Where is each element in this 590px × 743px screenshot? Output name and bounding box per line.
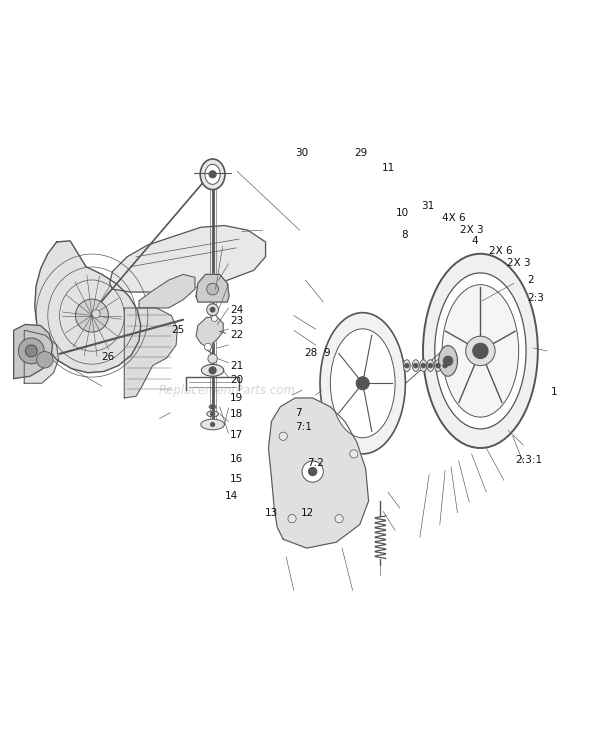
Polygon shape [268, 398, 369, 548]
Ellipse shape [423, 254, 538, 448]
Ellipse shape [209, 405, 216, 409]
Text: 4: 4 [471, 236, 478, 246]
Circle shape [209, 367, 216, 374]
Text: 22: 22 [230, 330, 244, 340]
Circle shape [428, 363, 432, 368]
Polygon shape [14, 325, 53, 379]
Text: ReplacementParts.com: ReplacementParts.com [159, 384, 296, 397]
Text: 2: 2 [527, 275, 534, 285]
Circle shape [76, 299, 109, 332]
Ellipse shape [404, 360, 411, 372]
Circle shape [209, 171, 216, 178]
Text: 15: 15 [230, 474, 244, 484]
Text: 9: 9 [323, 348, 330, 357]
Circle shape [309, 467, 317, 476]
Polygon shape [24, 331, 58, 383]
Circle shape [435, 363, 440, 368]
Circle shape [335, 515, 343, 523]
Polygon shape [35, 241, 141, 373]
Circle shape [350, 450, 358, 458]
Text: 2:3: 2:3 [527, 293, 545, 303]
Text: 25: 25 [171, 325, 185, 335]
Circle shape [442, 363, 447, 368]
Text: 1: 1 [551, 387, 558, 397]
Ellipse shape [201, 419, 224, 429]
Text: 11: 11 [382, 163, 395, 173]
Circle shape [25, 345, 37, 357]
Text: 10: 10 [396, 207, 409, 218]
Text: 12: 12 [301, 507, 314, 518]
Ellipse shape [442, 285, 519, 417]
Ellipse shape [441, 360, 448, 372]
Text: 7: 7 [295, 408, 301, 418]
Circle shape [211, 316, 217, 322]
Polygon shape [124, 308, 177, 398]
Polygon shape [110, 226, 266, 292]
Circle shape [405, 363, 409, 368]
Text: 8: 8 [401, 230, 408, 240]
Circle shape [473, 343, 488, 359]
Text: 28: 28 [304, 348, 317, 357]
Circle shape [421, 363, 425, 368]
Text: 31: 31 [421, 201, 435, 210]
Text: 7:2: 7:2 [307, 458, 324, 468]
Text: 13: 13 [264, 507, 278, 518]
Ellipse shape [201, 364, 224, 376]
Ellipse shape [200, 159, 225, 189]
Text: 4X 6: 4X 6 [442, 213, 466, 224]
Text: 2X 6: 2X 6 [489, 246, 513, 256]
Text: 20: 20 [230, 375, 244, 386]
Text: 2X 3: 2X 3 [507, 258, 530, 267]
Ellipse shape [320, 313, 405, 454]
Text: 17: 17 [230, 430, 244, 440]
Ellipse shape [420, 360, 427, 372]
Circle shape [18, 338, 44, 364]
Circle shape [279, 432, 287, 441]
Circle shape [288, 515, 296, 523]
Ellipse shape [412, 360, 419, 372]
Circle shape [210, 422, 215, 426]
Polygon shape [196, 317, 223, 348]
Ellipse shape [434, 360, 441, 372]
Ellipse shape [330, 329, 395, 438]
Ellipse shape [205, 164, 220, 184]
Circle shape [208, 354, 217, 363]
Text: 14: 14 [224, 491, 238, 502]
Text: 2:3:1: 2:3:1 [516, 455, 543, 465]
Circle shape [210, 404, 215, 409]
Ellipse shape [206, 411, 218, 417]
Ellipse shape [427, 360, 434, 372]
Circle shape [443, 356, 453, 366]
Ellipse shape [438, 345, 457, 376]
Text: 29: 29 [354, 148, 367, 158]
Polygon shape [196, 274, 229, 302]
Circle shape [206, 283, 218, 295]
Circle shape [302, 461, 323, 482]
Text: 19: 19 [230, 393, 244, 403]
Polygon shape [139, 274, 195, 308]
Circle shape [92, 310, 100, 318]
Circle shape [204, 343, 211, 350]
Circle shape [414, 363, 418, 368]
Text: 7:1: 7:1 [295, 423, 312, 432]
Text: 2X 3: 2X 3 [460, 225, 483, 236]
Text: 23: 23 [230, 317, 244, 326]
Circle shape [210, 412, 215, 416]
Circle shape [466, 336, 495, 366]
Circle shape [206, 304, 218, 316]
Text: 18: 18 [230, 409, 244, 419]
Circle shape [356, 377, 369, 390]
Ellipse shape [435, 273, 526, 429]
Text: 16: 16 [230, 454, 244, 464]
Circle shape [37, 351, 53, 368]
Text: 30: 30 [295, 148, 308, 158]
Circle shape [210, 308, 215, 312]
Text: 24: 24 [230, 305, 244, 315]
Text: 21: 21 [230, 360, 244, 371]
Text: 26: 26 [101, 351, 114, 362]
